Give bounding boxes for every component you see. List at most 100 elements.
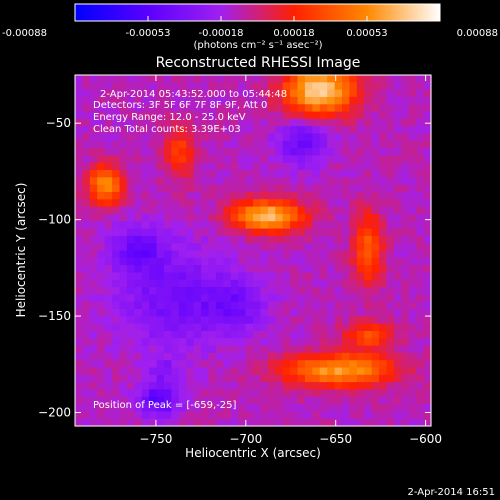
heatmap-cell: [245, 272, 254, 281]
heatmap-cell: [423, 170, 432, 178]
heatmap-cell: [215, 250, 224, 259]
heatmap-cell: [141, 75, 150, 83]
heatmap-cell: [364, 75, 373, 83]
heatmap-cell: [201, 140, 210, 149]
heatmap-cell: [356, 126, 365, 135]
heatmap-cell: [342, 235, 351, 244]
heatmap-cell: [356, 170, 365, 178]
heatmap-cell: [282, 162, 291, 171]
heatmap-cell: [193, 118, 202, 127]
heatmap-cell: [386, 323, 395, 332]
heatmap-cell: [423, 82, 432, 91]
heatmap-cell: [230, 367, 239, 376]
heatmap-cell: [126, 126, 135, 135]
heatmap-cell: [119, 82, 128, 91]
heatmap-cell: [164, 374, 173, 383]
heatmap-cell: [342, 352, 351, 361]
heatmap-cell: [104, 404, 113, 412]
heatmap-cell: [260, 82, 269, 91]
heatmap-cell: [104, 338, 113, 347]
heatmap-cell: [149, 213, 158, 222]
heatmap-cell: [260, 338, 269, 347]
heatmap-cell: [97, 294, 106, 303]
heatmap-cell: [89, 170, 98, 178]
heatmap-cell: [401, 155, 410, 164]
heatmap-cell: [245, 404, 254, 412]
heatmap-cell: [319, 345, 328, 354]
heatmap-cell: [164, 133, 173, 142]
heatmap-cell: [104, 75, 113, 83]
heatmap-cell: [371, 287, 380, 295]
heatmap-cell: [267, 206, 276, 215]
heatmap-cell: [126, 265, 135, 274]
heatmap-cell: [334, 316, 343, 325]
heatmap-cell: [164, 243, 173, 252]
heatmap-cell: [371, 170, 380, 178]
heatmap-cell: [104, 228, 113, 237]
heatmap-cell: [282, 82, 291, 91]
heatmap-cell: [164, 111, 173, 120]
heatmap-cell: [416, 404, 425, 412]
heatmap-cell: [141, 272, 150, 281]
heatmap-cell: [75, 316, 84, 325]
heatmap-cell: [386, 148, 395, 157]
heatmap-cell: [290, 301, 299, 310]
heatmap-cell: [156, 118, 165, 127]
heatmap-cell: [275, 301, 284, 310]
heatmap-cell: [364, 89, 373, 98]
heatmap-cell: [119, 177, 128, 186]
heatmap-cell: [223, 418, 232, 427]
heatmap-cell: [275, 199, 284, 208]
heatmap-cell: [379, 389, 388, 398]
heatmap-cell: [349, 126, 358, 135]
heatmap-cell: [171, 374, 180, 383]
heatmap-cell: [104, 301, 113, 310]
heatmap-cell: [349, 140, 358, 149]
heatmap-cell: [423, 389, 432, 398]
heatmap-cell: [334, 221, 343, 230]
heatmap-cell: [260, 199, 269, 208]
heatmap-cell: [267, 170, 276, 178]
heatmap-cell: [408, 228, 417, 237]
heatmap-cell: [186, 265, 195, 274]
heatmap-cell: [89, 382, 98, 391]
heatmap-cell: [126, 418, 135, 427]
heatmap-cell: [356, 301, 365, 310]
heatmap-cell: [416, 389, 425, 398]
heatmap-cell: [401, 382, 410, 391]
heatmap-cell: [112, 104, 121, 113]
heatmap-cell: [119, 404, 128, 412]
heatmap-cell: [312, 323, 321, 332]
heatmap-cell: [327, 316, 336, 325]
heatmap-cell: [379, 96, 388, 105]
heatmap-cell: [97, 89, 106, 98]
heatmap-cell: [89, 418, 98, 427]
heatmap-cell: [238, 279, 247, 288]
heatmap-cell: [342, 272, 351, 281]
heatmap-cell: [290, 82, 299, 91]
heatmap-cell: [312, 382, 321, 391]
heatmap-cell: [82, 352, 91, 361]
heatmap-cell: [104, 192, 113, 200]
heatmap-cell: [215, 213, 224, 222]
heatmap-cell: [267, 162, 276, 171]
heatmap-cell: [342, 75, 351, 83]
heatmap-cell: [319, 389, 328, 398]
heatmap-cell: [230, 309, 239, 317]
heatmap-cell: [208, 250, 217, 259]
heatmap-cell: [75, 221, 84, 230]
heatmap-cell: [379, 170, 388, 178]
heatmap-cell: [75, 257, 84, 266]
heatmap-cell: [423, 75, 432, 83]
heatmap-cell: [201, 396, 210, 405]
heatmap-cell: [215, 418, 224, 427]
heatmap-cell: [238, 126, 247, 135]
heatmap-cell: [304, 309, 313, 317]
heatmap-cell: [312, 177, 321, 186]
heatmap-cell: [260, 192, 269, 200]
heatmap-cell: [119, 96, 128, 105]
heatmap-cell: [364, 162, 373, 171]
heatmap-cell: [356, 155, 365, 164]
heatmap-cell: [104, 367, 113, 376]
heatmap-cell: [401, 272, 410, 281]
